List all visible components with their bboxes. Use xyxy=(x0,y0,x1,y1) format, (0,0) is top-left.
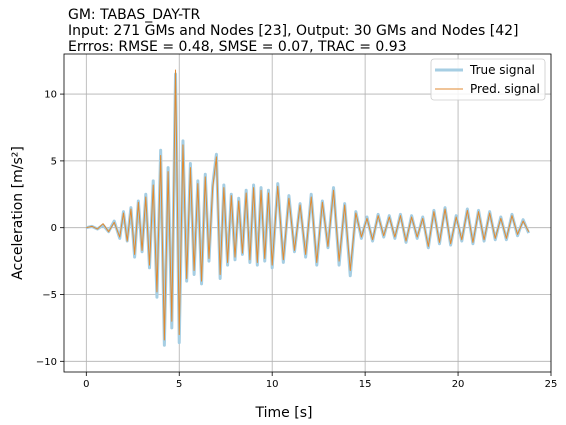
axes-frame xyxy=(63,53,552,373)
x-axis-label: Time [s] xyxy=(255,405,313,421)
chart-title-line-2: Input: 271 GMs and Nodes [23], Output: 3… xyxy=(68,23,519,39)
legend-label-pred-signal: Pred. signal xyxy=(470,82,540,96)
x-tick-label: 0 xyxy=(83,379,89,390)
y-axis-label: Acceleration [m/s²] xyxy=(10,146,26,280)
x-tick-label: 5 xyxy=(176,379,182,390)
series-line-pred-signal xyxy=(86,69,530,341)
legend-label-true-signal: True signal xyxy=(469,63,535,77)
y-tick-label: −10 xyxy=(36,357,57,368)
plot-series xyxy=(85,69,531,347)
y-tick-label: −5 xyxy=(42,290,57,301)
y-tick-label: 10 xyxy=(44,90,57,101)
chart-title-line-1: GM: TABAS_DAY-TR xyxy=(68,7,200,23)
x-tick-label: 25 xyxy=(545,379,558,390)
x-tick-label: 10 xyxy=(266,379,279,390)
y-tick-label: 5 xyxy=(51,156,57,167)
series-line-true-signal xyxy=(85,72,531,347)
ticks: 0 5 10 15 20 25 −10 −5 0 5 10 xyxy=(36,90,557,390)
x-tick-label: 20 xyxy=(452,379,465,390)
x-tick-label: 15 xyxy=(359,379,372,390)
legend: True signal Pred. signal xyxy=(430,58,546,101)
chart-title-line-3: Errros: RMSE = 0.48, SMSE = 0.07, TRAC =… xyxy=(68,39,407,55)
y-tick-label: 0 xyxy=(51,223,57,234)
